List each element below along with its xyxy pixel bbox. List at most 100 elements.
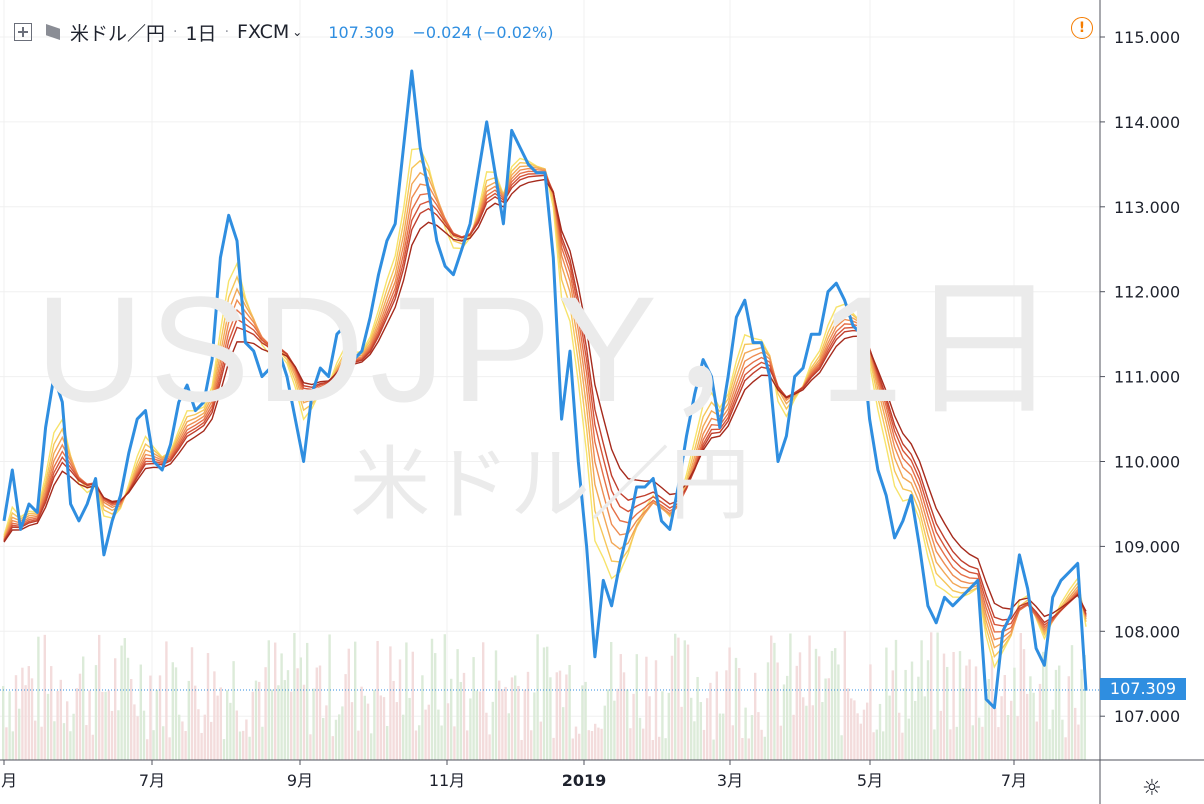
x-tick-label: 5月	[857, 771, 883, 790]
y-tick-label: 109.000	[1114, 537, 1180, 556]
volume-bar	[526, 671, 530, 760]
volume-bar	[837, 664, 840, 760]
volume-bar	[987, 679, 990, 760]
volume-bar	[178, 714, 181, 760]
x-tick-label: 2019	[562, 771, 607, 790]
y-tick-label: 115.000	[1114, 28, 1180, 47]
volume-bar	[424, 709, 427, 760]
volume-bar	[936, 632, 939, 760]
symbol-name[interactable]: 米ドル／円	[70, 22, 166, 45]
volume-bar	[101, 691, 104, 760]
volume-bar	[123, 638, 126, 760]
volume-bar	[488, 734, 491, 760]
volume-bar	[418, 725, 421, 760]
y-tick-label: 111.000	[1114, 368, 1180, 387]
volume-bar	[270, 689, 274, 760]
volume-bar	[1042, 651, 1045, 760]
settings-sun-icon[interactable]: ☼	[1142, 776, 1162, 801]
volume-bar	[366, 703, 370, 760]
volume-bar	[286, 670, 290, 760]
x-tick-label: 7月	[1001, 771, 1027, 790]
volume-bar	[517, 685, 520, 760]
volume-bar	[171, 662, 174, 760]
volume-bar	[763, 736, 766, 760]
volume-bar	[181, 721, 184, 760]
volume-bar	[197, 709, 200, 760]
volume-bar	[8, 691, 11, 760]
volume-bar	[581, 685, 584, 760]
volume-bar	[277, 685, 280, 760]
volume-bar	[802, 697, 805, 760]
volume-bar	[862, 709, 866, 760]
volume-bar	[952, 652, 955, 760]
volume-bar	[494, 650, 498, 760]
separator-dot: ·	[224, 24, 230, 40]
volume-bar	[680, 706, 683, 760]
volume-bar	[626, 689, 629, 760]
volume-bar	[245, 719, 248, 760]
volume-bar	[782, 684, 786, 760]
volume-bar	[824, 678, 827, 760]
volume-bar	[149, 675, 152, 760]
volume-bar	[283, 680, 286, 760]
chart-header: 米ドル／円 · 1日 · FXCM ⌄ 107.309 −0.024 (−0.0…	[14, 18, 554, 46]
volume-bar	[696, 676, 699, 760]
volume-bar	[853, 700, 856, 760]
volume-bar	[616, 688, 619, 760]
volume-bar	[642, 728, 645, 760]
volume-bar	[574, 726, 578, 760]
volume-bar	[866, 702, 869, 760]
volume-bar	[443, 634, 446, 760]
volume-bar	[155, 689, 158, 760]
alert-circle-icon[interactable]: !	[1071, 17, 1093, 39]
volume-bar	[690, 697, 693, 760]
volume-bar	[216, 695, 219, 760]
volume-bar	[104, 691, 107, 760]
volume-bar	[1006, 714, 1010, 760]
volume-bar	[536, 634, 539, 760]
volume-bar	[514, 675, 517, 760]
volume-bar	[325, 705, 328, 760]
y-tick-label: 113.000	[1114, 198, 1180, 217]
volume-bar	[878, 703, 882, 760]
volume-bar	[654, 660, 658, 760]
x-tick-label: 3月	[717, 771, 743, 790]
volume-bar	[984, 692, 987, 760]
volume-bar	[430, 638, 434, 760]
volume-bar	[718, 713, 722, 760]
volume-bar	[456, 649, 459, 760]
volume-bar	[571, 738, 574, 760]
interval-label[interactable]: 1日	[185, 22, 217, 45]
volume-bar	[302, 684, 306, 760]
volume-bar	[1022, 649, 1026, 760]
volume-bar	[827, 678, 830, 760]
volume-bar	[558, 670, 562, 760]
y-tick-label: 112.000	[1114, 283, 1180, 302]
volume-bar	[846, 688, 850, 760]
volume-bar	[779, 725, 782, 760]
plus-square-icon[interactable]	[14, 23, 32, 41]
volume-bar	[347, 648, 350, 760]
volume-bar	[82, 656, 85, 760]
volume-bar	[373, 689, 376, 760]
volume-bar	[1083, 655, 1086, 760]
volume-bar	[491, 701, 494, 760]
volume-bar	[229, 702, 232, 760]
chevron-down-icon[interactable]: ⌄	[292, 25, 303, 39]
volume-bar	[258, 681, 261, 760]
exchange-label[interactable]: FXCM	[237, 21, 290, 43]
volume-bar	[974, 666, 978, 760]
flag-icon[interactable]	[46, 24, 60, 40]
volume-bar	[1080, 669, 1083, 760]
last-price: 107.309	[328, 22, 395, 42]
volume-bar	[530, 730, 533, 760]
volume-bar	[21, 667, 24, 760]
volume-bar	[910, 661, 914, 760]
volume-bar	[997, 727, 1000, 760]
volume-bar	[859, 723, 862, 760]
volume-bar	[962, 688, 965, 760]
volume-bar	[46, 693, 50, 760]
volume-bar	[130, 679, 133, 760]
volume-bar	[136, 716, 139, 760]
